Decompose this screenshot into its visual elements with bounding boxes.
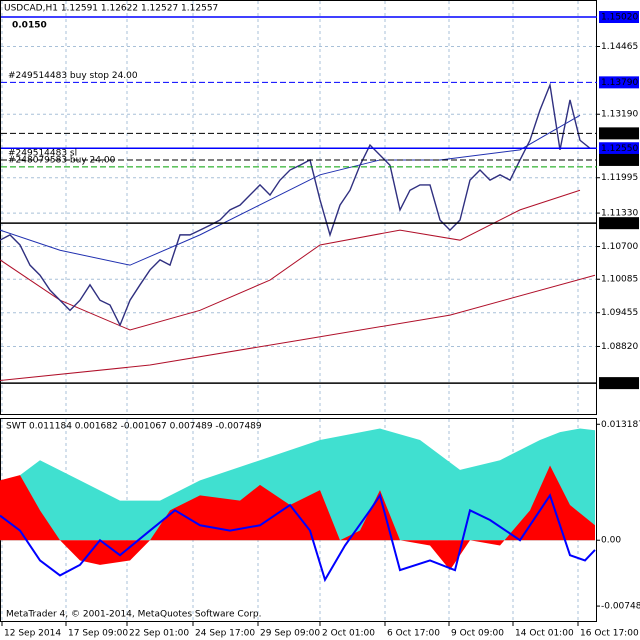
y-tick-label: -0.007489 [601, 602, 640, 612]
x-tick-label: 9 Oct 09:00 [451, 629, 504, 639]
indicator-title: SWT 0.011184 0.001682 -0.001067 0.007489… [6, 422, 262, 432]
order-label: #249514483 buy stop 24.00 [8, 71, 138, 81]
level-label: 1.12550 [601, 144, 638, 154]
chart-title: USDCAD,H1 1.12591 1.12622 1.12527 1.1255… [4, 4, 218, 14]
y-tick-label: 1.09455 [601, 308, 638, 318]
level-label: 1.12330 [601, 155, 638, 165]
indicator-line [0, 492, 596, 583]
y-tick-label: 1.14465 [601, 42, 638, 52]
x-tick-label: 29 Sep 09:00 [260, 629, 320, 639]
y-tick-label: 1.11330 [601, 209, 638, 219]
level-box [599, 76, 639, 89]
order-label: #249514483 sl [8, 148, 77, 158]
level-label: 1.12830 [601, 129, 638, 139]
indicator-area [0, 428, 595, 541]
x-tick-label: 14 Oct 01:00 [515, 629, 574, 639]
level-box [599, 11, 639, 24]
level-box [599, 127, 639, 140]
chart-subtitle: 0.0150 [12, 21, 47, 31]
level-box [599, 377, 639, 390]
y-tick-label: 0.013187 [601, 420, 640, 430]
x-tick-label: 2 Oct 01:00 [322, 629, 375, 639]
x-tick-label: 24 Sep 17:00 [195, 629, 255, 639]
price-line [0, 189, 581, 331]
level-box [599, 217, 639, 230]
level-label: 1.13790 [601, 78, 638, 88]
x-tick-label: 16 Oct 17:00 [580, 629, 639, 639]
level-label: 1.08130 [601, 379, 638, 389]
order-label: #248079583 buy 24.00 [8, 155, 116, 165]
level-label: 1.15020 [601, 13, 638, 23]
x-tick-label: 12 Sep 2014 [4, 629, 61, 639]
price-line [0, 274, 596, 381]
x-tick-label: 22 Sep 01:00 [129, 629, 189, 639]
y-tick-label: 1.10700 [601, 242, 638, 252]
y-tick-label: 1.08820 [601, 342, 638, 352]
y-tick-label: 0.00 [601, 536, 621, 546]
price-line [0, 82, 591, 327]
indicator-area [0, 465, 595, 571]
copyright: MetaTrader 4, © 2001-2014, MetaQuotes So… [6, 610, 262, 620]
main-frame [0, 0, 597, 415]
price-line [0, 114, 581, 266]
level-box [599, 153, 639, 166]
level-box [599, 142, 639, 155]
x-tick-label: 17 Sep 09:00 [68, 629, 128, 639]
y-tick-label: 1.13190 [601, 110, 638, 120]
y-tick-label: 1.10085 [601, 275, 638, 285]
y-tick-label: 1.11995 [601, 173, 638, 183]
x-tick-label: 6 Oct 17:00 [387, 629, 440, 639]
level-label: 1.11140 [601, 219, 638, 229]
